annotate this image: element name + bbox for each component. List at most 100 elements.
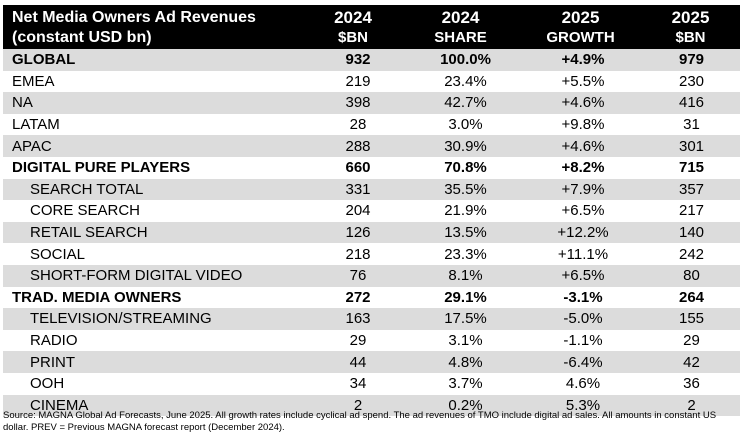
cell-2024-share: 23.3% xyxy=(408,243,523,265)
cell-2024-share: 30.9% xyxy=(408,135,523,157)
cell-2024-bn: 29 xyxy=(308,329,408,352)
cell-2025-growth: +6.5% xyxy=(523,200,643,222)
cell-2024-bn: 288 xyxy=(308,135,408,157)
row-label: RETAIL SEARCH xyxy=(3,221,308,244)
row-label: NA xyxy=(3,92,308,114)
cell-2024-share: 35.5% xyxy=(408,178,523,201)
cell-2025-bn: 301 xyxy=(643,135,740,157)
cell-2024-bn: 218 xyxy=(308,243,408,265)
cell-2024-share: 8.1% xyxy=(408,264,523,287)
table-row: EMEA 219 23.4% +5.5% 230 xyxy=(3,70,740,93)
cell-2024-bn: 398 xyxy=(308,92,408,114)
header-col-2025-growth: 2025 GROWTH xyxy=(523,8,638,48)
table-row: OOH 34 3.7% 4.6% 36 xyxy=(3,372,740,395)
cell-2024-bn: 272 xyxy=(308,286,408,309)
cell-2025-bn: 29 xyxy=(643,329,740,352)
cell-2025-bn: 31 xyxy=(643,113,740,136)
cell-2024-bn: 163 xyxy=(308,308,408,330)
header-col-year: 2024 xyxy=(441,8,480,27)
row-label: APAC xyxy=(3,135,308,157)
cell-2024-bn: 28 xyxy=(308,113,408,136)
row-label: RADIO xyxy=(3,329,308,352)
cell-2025-bn: 2 xyxy=(643,394,740,417)
table-row: NA 398 42.7% +4.6% 416 xyxy=(3,92,740,114)
row-label: DIGITAL PURE PLAYERS xyxy=(3,156,308,179)
cell-2024-bn: 219 xyxy=(308,70,408,93)
cell-2025-growth: +9.8% xyxy=(523,113,643,136)
header-col-2024-share: 2024 SHARE xyxy=(408,8,513,48)
header-col-sub: $BN xyxy=(675,29,706,46)
cell-2025-bn: 715 xyxy=(643,156,740,179)
cell-2024-share: 21.9% xyxy=(408,200,523,222)
source-footnote: Source: MAGNA Global Ad Forecasts, June … xyxy=(3,410,717,433)
cell-2024-bn: 204 xyxy=(308,200,408,222)
table-row: GLOBAL 932 100.0% +4.9% 979 xyxy=(3,49,740,71)
cell-2024-share: 4.8% xyxy=(408,351,523,373)
cell-2024-share: 3.0% xyxy=(408,113,523,136)
cell-2025-bn: 264 xyxy=(643,286,740,309)
table-row: LATAM 28 3.0% +9.8% 31 xyxy=(3,113,740,136)
cell-2025-growth: +6.5% xyxy=(523,264,643,287)
cell-2024-share: 3.1% xyxy=(408,329,523,352)
cell-2024-bn: 34 xyxy=(308,372,408,395)
cell-2024-share: 3.7% xyxy=(408,372,523,395)
cell-2024-share: 13.5% xyxy=(408,221,523,244)
table-row: CINEMA 2 0.2% 5.3% 2 xyxy=(3,394,740,417)
cell-2025-bn: 979 xyxy=(643,49,740,71)
row-label: CORE SEARCH xyxy=(3,200,308,222)
row-label: SHORT-FORM DIGITAL VIDEO xyxy=(3,264,308,287)
cell-2024-share: 17.5% xyxy=(408,308,523,330)
row-label: PRINT xyxy=(3,351,308,373)
cell-2024-bn: 331 xyxy=(308,178,408,201)
table-header: Net Media Owners Ad Revenues (constant U… xyxy=(3,5,740,49)
row-label: OOH xyxy=(3,372,308,395)
cell-2025-bn: 155 xyxy=(643,308,740,330)
cell-2024-share: 42.7% xyxy=(408,92,523,114)
cell-2024-share: 0.2% xyxy=(408,394,523,417)
cell-2025-growth: +12.2% xyxy=(523,221,643,244)
table-title: Net Media Owners Ad Revenues (constant U… xyxy=(12,8,256,48)
cell-2024-share: 29.1% xyxy=(408,286,523,309)
cell-2025-bn: 242 xyxy=(643,243,740,265)
cell-2025-growth: +4.6% xyxy=(523,135,643,157)
table-row: SHORT-FORM DIGITAL VIDEO 76 8.1% +6.5% 8… xyxy=(3,264,740,287)
header-col-sub: SHARE xyxy=(434,29,487,46)
table-row: APAC 288 30.9% +4.6% 301 xyxy=(3,135,740,157)
table-title-line2: (constant USD bn) xyxy=(12,29,152,46)
cell-2024-bn: 660 xyxy=(308,156,408,179)
table-row: SEARCH TOTAL 331 35.5% +7.9% 357 xyxy=(3,178,740,201)
table-row: RADIO 29 3.1% -1.1% 29 xyxy=(3,329,740,352)
row-label: GLOBAL xyxy=(3,49,308,71)
cell-2025-bn: 42 xyxy=(643,351,740,373)
cell-2024-bn: 932 xyxy=(308,49,408,71)
table-row: TELEVISION/STREAMING 163 17.5% -5.0% 155 xyxy=(3,308,740,330)
row-label: LATAM xyxy=(3,113,308,136)
cell-2025-bn: 140 xyxy=(643,221,740,244)
cell-2025-growth: -1.1% xyxy=(523,329,643,352)
table-row: RETAIL SEARCH 126 13.5% +12.2% 140 xyxy=(3,221,740,244)
cell-2025-growth: -6.4% xyxy=(523,351,643,373)
header-col-sub: $BN xyxy=(337,29,368,46)
cell-2025-growth: +5.5% xyxy=(523,70,643,93)
header-col-2025-bn: 2025 $BN xyxy=(648,8,733,48)
cell-2025-bn: 80 xyxy=(643,264,740,287)
table-row: PRINT 44 4.8% -6.4% 42 xyxy=(3,351,740,373)
cell-2024-bn: 44 xyxy=(308,351,408,373)
cell-2025-growth: +8.2% xyxy=(523,156,643,179)
table-row: DIGITAL PURE PLAYERS 660 70.8% +8.2% 715 xyxy=(3,156,740,179)
cell-2025-bn: 217 xyxy=(643,200,740,222)
header-col-sub: GROWTH xyxy=(546,29,615,46)
cell-2025-growth: -5.0% xyxy=(523,308,643,330)
cell-2025-bn: 416 xyxy=(643,92,740,114)
cell-2025-growth: +11.1% xyxy=(523,243,643,265)
cell-2024-share: 100.0% xyxy=(408,49,523,71)
table-row: CORE SEARCH 204 21.9% +6.5% 217 xyxy=(3,200,740,222)
row-label: TRAD. MEDIA OWNERS xyxy=(3,286,308,309)
header-col-2024-bn: 2024 $BN xyxy=(308,8,398,48)
cell-2025-growth: +4.6% xyxy=(523,92,643,114)
cell-2025-growth: +4.9% xyxy=(523,49,643,71)
cell-2024-share: 23.4% xyxy=(408,70,523,93)
header-col-year: 2024 xyxy=(334,8,372,27)
cell-2024-bn: 2 xyxy=(308,394,408,417)
